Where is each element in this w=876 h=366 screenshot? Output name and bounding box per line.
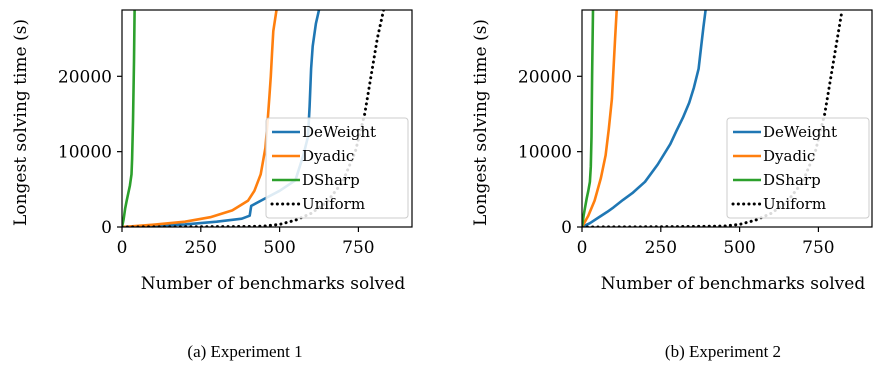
- y-axis-label: Longest solving time (s): [11, 19, 31, 226]
- y-tick-label: 0: [561, 218, 572, 238]
- legend-box: [265, 117, 409, 219]
- series-line-deweight: [582, 10, 707, 227]
- x-tick-label: 250: [185, 238, 217, 258]
- legend-label-dsharp: DSharp: [302, 171, 360, 189]
- legend-label-deweight: DeWeight: [302, 123, 376, 141]
- x-axis-label: Number of benchmarks solved: [141, 274, 406, 294]
- legend-label-uniform: Uniform: [302, 195, 365, 213]
- y-tick-label: 10000: [518, 143, 572, 163]
- legend-label-uniform: Uniform: [763, 195, 826, 213]
- legend-label-dyadic: Dyadic: [763, 147, 815, 165]
- x-axis-label: Number of benchmarks solved: [601, 274, 866, 294]
- legend: DeWeight Dyadic DSharp Uniform: [726, 117, 870, 219]
- series-line-dyadic: [582, 10, 618, 227]
- y-tick-label: 0: [101, 218, 112, 238]
- x-tick-label: 500: [263, 238, 295, 258]
- panel-experiment-1: 0 250 500 750 0 10000 20000 Number of benchmark…: [11, 9, 413, 361]
- series-line-dsharp: [122, 10, 136, 227]
- x-tick-label: 0: [577, 238, 588, 258]
- x-tick-label: 750: [802, 238, 834, 258]
- plot-frame: [581, 9, 873, 228]
- y-tick-label: 10000: [58, 143, 112, 163]
- plot-frame: [121, 9, 413, 228]
- x-tick-label: 750: [342, 238, 374, 258]
- series-line-dsharp: [582, 10, 595, 227]
- legend: DeWeight Dyadic DSharp Uniform: [265, 117, 409, 219]
- panel-caption: (b) Experiment 2: [665, 342, 781, 361]
- x-tick-label: 0: [117, 238, 128, 258]
- panel-experiment-2: 0 250 500 750 0 10000 20000 Number of benchmark…: [471, 9, 873, 361]
- legend-label-dsharp: DSharp: [763, 171, 821, 189]
- panel-caption: (a) Experiment 1: [187, 342, 302, 361]
- x-tick-label: 500: [723, 238, 755, 258]
- legend-box: [726, 117, 870, 219]
- legend-label-deweight: DeWeight: [763, 123, 837, 141]
- x-tick-label: 250: [645, 238, 677, 258]
- y-tick-label: 20000: [518, 67, 572, 87]
- y-axis-label: Longest solving time (s): [471, 19, 491, 226]
- legend-label-dyadic: Dyadic: [302, 147, 354, 165]
- y-tick-label: 20000: [58, 67, 112, 87]
- series-line-dyadic: [122, 10, 278, 227]
